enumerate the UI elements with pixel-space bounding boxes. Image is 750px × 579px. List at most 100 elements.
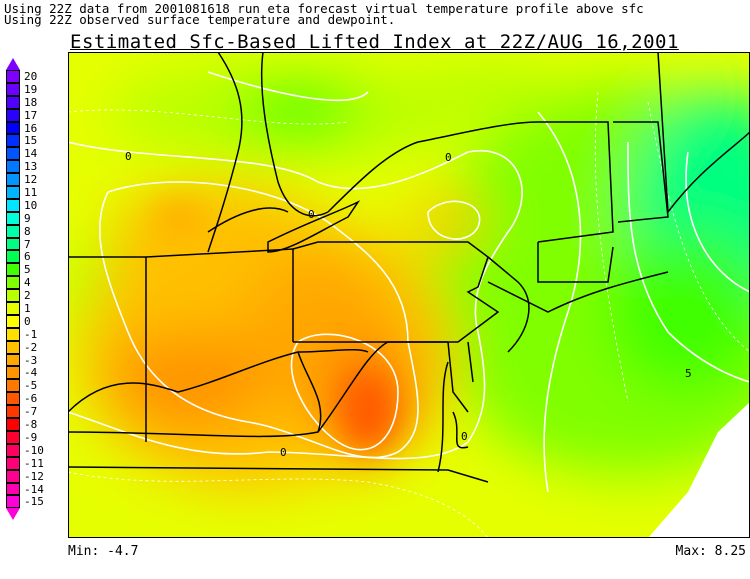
legend-swatch [6, 289, 20, 303]
legend-label: 12 [24, 173, 38, 187]
legend-label: -7 [24, 405, 38, 419]
legend-swatch [6, 327, 20, 341]
legend-label: 11 [24, 186, 38, 200]
legend-entry: 14 [6, 147, 66, 161]
legend-entry: 20 [6, 70, 66, 83]
legend-swatch [6, 405, 20, 419]
legend-label: -15 [24, 495, 44, 509]
legend-entry: -7 [6, 405, 66, 419]
legend-top-arrow [6, 58, 20, 70]
legend-swatch [6, 70, 20, 83]
legend-swatch [6, 186, 20, 199]
contour-lines [68, 71, 750, 493]
legend-swatch [6, 95, 20, 109]
legend-swatch [6, 134, 20, 148]
legend-swatch [6, 198, 20, 212]
legend-label: 15 [24, 134, 38, 148]
legend-entry: 10 [6, 198, 66, 212]
legend-swatch [6, 121, 20, 135]
legend-entry: 19 [6, 82, 66, 96]
legend-entry: -6 [6, 392, 66, 406]
legend-entry: 5 [6, 263, 66, 277]
legend-entry: 8 [6, 224, 66, 238]
legend-swatch [6, 302, 20, 315]
legend-swatch [6, 495, 20, 509]
contour-label: 0 [445, 151, 452, 164]
legend-label: -6 [24, 392, 38, 406]
state-boundaries [68, 52, 750, 483]
legend-swatch [6, 108, 20, 122]
legend-swatch [6, 340, 20, 354]
legend-swatch [6, 353, 20, 367]
legend-swatch [6, 250, 20, 264]
legend-swatch [6, 211, 20, 225]
no-data-region [648, 402, 750, 538]
legend-entry: 15 [6, 134, 66, 148]
legend-label: 7 [24, 237, 31, 251]
map-title: Estimated Sfc-Based Lifted Index at 22Z/… [70, 31, 679, 53]
legend-label: -11 [24, 456, 44, 470]
legend-label: -3 [24, 353, 38, 367]
legend-entry: 6 [6, 250, 66, 264]
header-line-1: Using 22Z data from 2001081618 run eta f… [4, 1, 644, 16]
legend-label: 20 [24, 70, 38, 83]
legend-swatch [6, 418, 20, 431]
legend-entry: -4 [6, 366, 66, 380]
legend-label: -4 [24, 366, 38, 380]
color-legend: 20 19 18 17 16 15 14 13 12 11 10 9 8 7 6 5 4 2 1 0 -1 -2 -3 -4-… [6, 58, 66, 521]
legend-swatch [6, 456, 20, 470]
legend-swatch [6, 392, 20, 406]
max-value: Max: 8.25 [675, 544, 746, 559]
legend-entry: -12 [6, 469, 66, 483]
legend-swatch [6, 366, 20, 380]
contour-label: 0 [280, 446, 287, 459]
legend-swatch [6, 314, 20, 328]
legend-entry: 4 [6, 276, 66, 290]
legend-label: 1 [24, 302, 31, 316]
legend-label: 19 [24, 82, 38, 96]
legend-label: -2 [24, 340, 38, 354]
legend-label: 17 [24, 108, 38, 122]
legend-swatch [6, 482, 20, 496]
legend-swatch [6, 430, 20, 444]
legend-entry: 18 [6, 95, 66, 109]
legend-label: 13 [24, 160, 38, 174]
legend-swatch [6, 237, 20, 251]
legend-entry: -10 [6, 443, 66, 457]
legend-label: -10 [24, 443, 44, 457]
legend-label: 4 [24, 276, 31, 290]
legend-entry: 2 [6, 289, 66, 303]
legend-label: -14 [24, 482, 44, 496]
legend-label: 18 [24, 95, 38, 109]
legend-entry: -2 [6, 340, 66, 354]
legend-entry: -5 [6, 379, 66, 393]
legend-label: -12 [24, 469, 44, 483]
legend-entry: 0 [6, 314, 66, 328]
legend-label: 16 [24, 121, 38, 135]
contour-label: 0 [308, 208, 315, 221]
legend-label: -8 [24, 418, 38, 432]
legend-label: -1 [24, 327, 38, 341]
legend-entry: 13 [6, 160, 66, 174]
legend-swatch [6, 469, 20, 483]
legend-swatch [6, 443, 20, 457]
legend-swatch [6, 224, 20, 238]
legend-label: 5 [24, 263, 31, 277]
legend-label: 0 [24, 314, 31, 328]
legend-entry: 16 [6, 121, 66, 135]
header-line-2: Using 22Z observed surface temperature a… [4, 12, 396, 27]
legend-swatch [6, 379, 20, 393]
min-value: Min: -4.7 [68, 544, 139, 559]
legend-label: 9 [24, 211, 31, 225]
legend-label: 6 [24, 250, 31, 264]
legend-entry: 11 [6, 186, 66, 199]
legend-entry: -14 [6, 482, 66, 496]
legend-label: 2 [24, 289, 31, 303]
legend-label: 14 [24, 147, 38, 161]
legend-entry: -1 [6, 327, 66, 341]
legend-entry: -15 [6, 495, 66, 509]
legend-swatch [6, 276, 20, 290]
legend-label: 10 [24, 198, 38, 212]
legend-label: 8 [24, 224, 31, 238]
legend-swatch [6, 82, 20, 96]
